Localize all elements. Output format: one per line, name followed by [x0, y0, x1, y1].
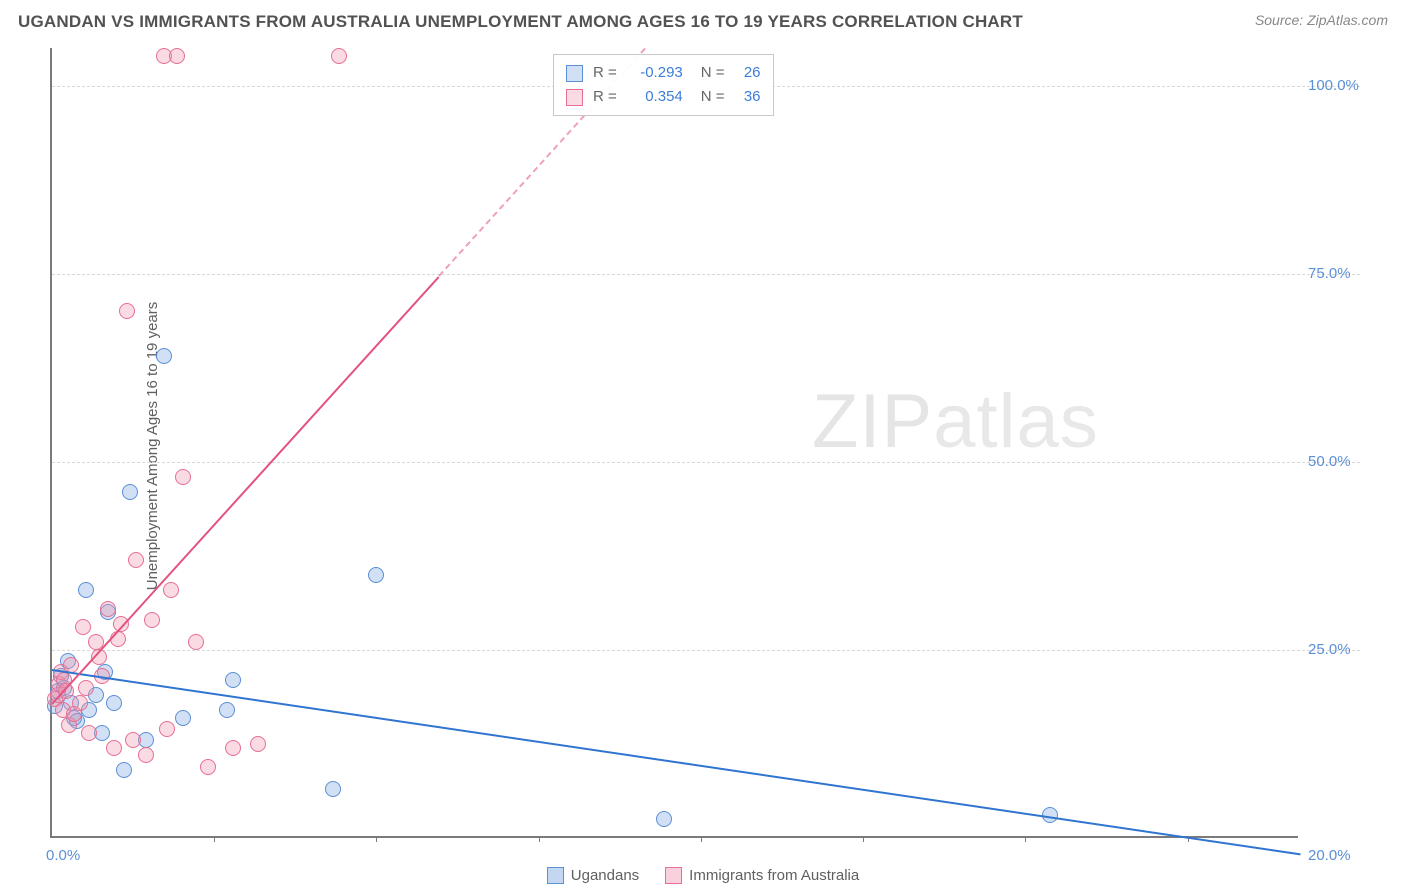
legend-label: Ugandans — [571, 867, 639, 884]
r-label: R = — [593, 61, 617, 85]
data-point — [250, 736, 266, 752]
trend-line — [52, 669, 1300, 855]
series-swatch — [566, 65, 583, 82]
data-point — [163, 582, 179, 598]
source-label: Source: ZipAtlas.com — [1255, 12, 1388, 28]
legend-swatch — [665, 867, 682, 884]
n-value: 26 — [735, 61, 761, 85]
data-point — [128, 552, 144, 568]
n-label: N = — [701, 85, 725, 109]
chart-title: UGANDAN VS IMMIGRANTS FROM AUSTRALIA UNE… — [18, 12, 1023, 32]
legend: Ugandans Immigrants from Australia — [0, 867, 1406, 884]
x-tick-mark — [214, 836, 215, 842]
data-point — [78, 582, 94, 598]
watermark: ZIPatlas — [812, 378, 1099, 465]
data-point — [116, 762, 132, 778]
y-tick-label: 100.0% — [1308, 77, 1388, 94]
data-point — [225, 740, 241, 756]
data-point — [125, 732, 141, 748]
data-point — [331, 48, 347, 64]
data-point — [368, 567, 384, 583]
data-point — [106, 695, 122, 711]
legend-item: Immigrants from Australia — [665, 867, 859, 884]
data-point — [75, 619, 91, 635]
data-point — [81, 725, 97, 741]
x-tick-mark — [863, 836, 864, 842]
x-tick-mark — [539, 836, 540, 842]
data-point — [175, 469, 191, 485]
correlation-row: R = 0.354 N = 36 — [566, 85, 761, 109]
data-point — [200, 759, 216, 775]
data-point — [188, 634, 204, 650]
watermark-light: atlas — [933, 379, 1099, 464]
x-tick-label: 0.0% — [46, 847, 80, 864]
legend-swatch — [547, 867, 564, 884]
n-label: N = — [701, 61, 725, 85]
x-tick-label: 20.0% — [1308, 847, 1351, 864]
scatter-plot: ZIPatlas 25.0%50.0%75.0%100.0%0.0%20.0% — [50, 48, 1298, 838]
data-point — [225, 672, 241, 688]
gridline — [52, 462, 1360, 463]
data-point — [169, 48, 185, 64]
data-point — [122, 484, 138, 500]
data-point — [78, 680, 94, 696]
legend-label: Immigrants from Australia — [689, 867, 859, 884]
data-point — [325, 781, 341, 797]
data-point — [144, 612, 160, 628]
correlation-box: R = -0.293 N = 26 R = 0.354 N = 36 — [553, 54, 774, 116]
r-value: 0.354 — [627, 85, 683, 109]
data-point — [138, 747, 154, 763]
watermark-bold: ZIP — [812, 379, 933, 464]
gridline — [52, 650, 1360, 651]
data-point — [175, 710, 191, 726]
data-point — [656, 811, 672, 827]
r-value: -0.293 — [627, 61, 683, 85]
y-tick-label: 75.0% — [1308, 265, 1388, 282]
n-value: 36 — [735, 85, 761, 109]
data-point — [100, 601, 116, 617]
data-point — [219, 702, 235, 718]
gridline — [52, 274, 1360, 275]
data-point — [106, 740, 122, 756]
correlation-row: R = -0.293 N = 26 — [566, 61, 761, 85]
data-point — [156, 348, 172, 364]
legend-item: Ugandans — [547, 867, 639, 884]
x-tick-mark — [701, 836, 702, 842]
trend-line — [51, 276, 439, 705]
header: UGANDAN VS IMMIGRANTS FROM AUSTRALIA UNE… — [18, 12, 1388, 32]
r-label: R = — [593, 85, 617, 109]
series-swatch — [566, 89, 583, 106]
x-tick-mark — [1025, 836, 1026, 842]
data-point — [159, 721, 175, 737]
y-tick-label: 50.0% — [1308, 453, 1388, 470]
data-point — [119, 303, 135, 319]
x-tick-mark — [376, 836, 377, 842]
data-point — [72, 695, 88, 711]
y-tick-label: 25.0% — [1308, 641, 1388, 658]
